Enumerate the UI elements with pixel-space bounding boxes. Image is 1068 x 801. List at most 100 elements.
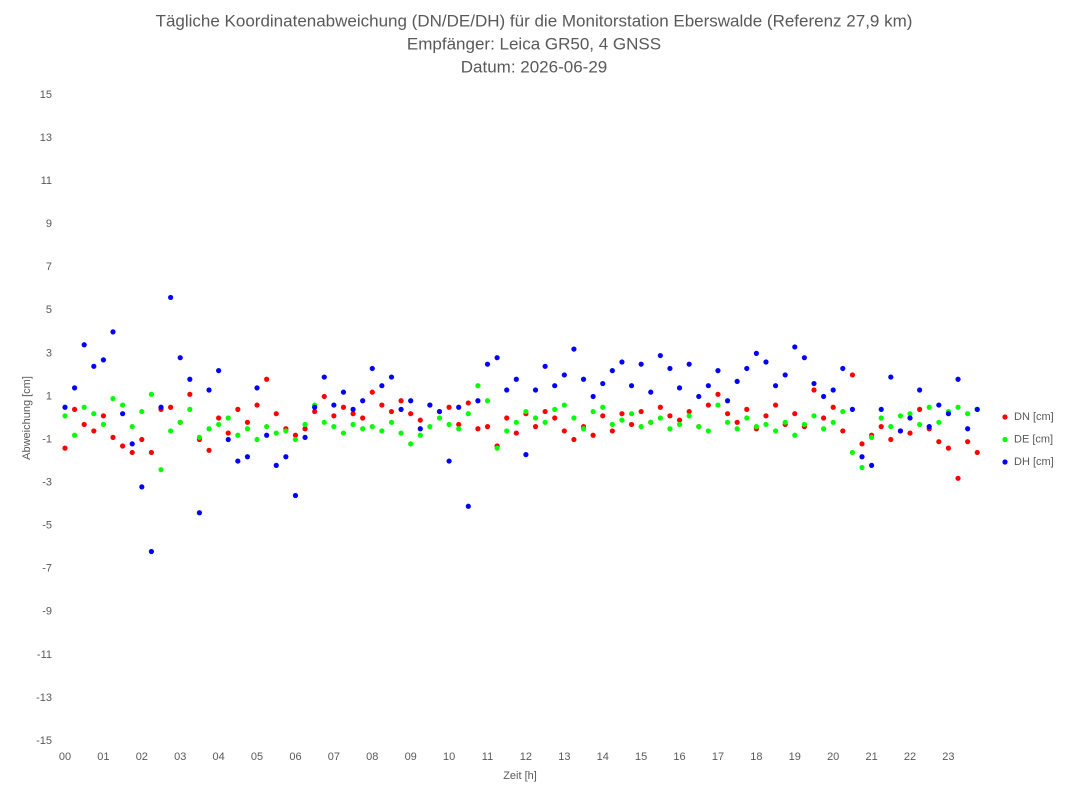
- point: [254, 402, 260, 408]
- point: [820, 426, 827, 432]
- point: [648, 419, 654, 425]
- point: [667, 426, 673, 432]
- point: [292, 432, 299, 438]
- point: [878, 415, 884, 421]
- point: [907, 411, 913, 417]
- x-tick-label: 17: [712, 751, 724, 763]
- x-tick-label: 06: [289, 751, 301, 763]
- point: [571, 346, 577, 352]
- point: [216, 368, 222, 374]
- point: [724, 411, 731, 417]
- point: [148, 449, 155, 456]
- point: [398, 406, 404, 412]
- legend-label: DN [cm]: [1014, 411, 1054, 423]
- point: [340, 389, 347, 395]
- legend-label: DE [cm]: [1014, 433, 1053, 445]
- point: [542, 363, 548, 369]
- point: [628, 421, 635, 428]
- point: [552, 406, 558, 412]
- x-tick-label: 05: [251, 751, 263, 763]
- point: [542, 408, 548, 415]
- point: [100, 357, 107, 363]
- point: [484, 398, 491, 404]
- point: [235, 432, 241, 438]
- point: [206, 426, 212, 432]
- point: [139, 484, 145, 490]
- point: [696, 393, 702, 400]
- point: [744, 415, 750, 421]
- point: [436, 408, 443, 415]
- x-tick-label: 03: [174, 751, 186, 763]
- point: [965, 411, 971, 417]
- point: [715, 391, 721, 397]
- point: [974, 449, 980, 456]
- point: [552, 383, 558, 389]
- point: [110, 434, 116, 440]
- point: [100, 421, 107, 428]
- point: [609, 368, 615, 374]
- point: [321, 393, 327, 400]
- point: [734, 378, 740, 384]
- point: [369, 389, 375, 395]
- point: [926, 404, 932, 410]
- point: [408, 398, 414, 404]
- x-tick-label: 07: [328, 751, 340, 763]
- point: [609, 421, 615, 428]
- point: [648, 389, 654, 395]
- point: [427, 402, 433, 408]
- point: [715, 368, 721, 374]
- point: [283, 428, 289, 434]
- point: [869, 434, 875, 440]
- point: [859, 454, 865, 460]
- point: [792, 411, 798, 417]
- x-tick-label: 18: [750, 751, 762, 763]
- point: [590, 408, 596, 415]
- point: [158, 404, 164, 410]
- y-tick-label: 9: [46, 218, 52, 230]
- x-tick-label: 23: [942, 751, 954, 763]
- point: [196, 434, 203, 440]
- point: [475, 426, 481, 432]
- point: [196, 510, 203, 516]
- point: [321, 374, 327, 380]
- point: [763, 359, 769, 365]
- point: [715, 402, 721, 408]
- point: [273, 430, 279, 436]
- point: [81, 421, 87, 428]
- point: [206, 447, 212, 453]
- point: [312, 408, 318, 415]
- point: [168, 404, 174, 410]
- point: [840, 365, 846, 372]
- point: [72, 432, 78, 438]
- point: [734, 419, 740, 425]
- point: [475, 398, 481, 404]
- y-tick-label: 7: [46, 261, 52, 273]
- point: [388, 419, 395, 425]
- point: [657, 415, 663, 421]
- point: [917, 387, 923, 393]
- point: [225, 436, 231, 443]
- point: [974, 406, 980, 412]
- point: [542, 419, 548, 425]
- point: [446, 458, 452, 464]
- point: [724, 398, 731, 404]
- point: [436, 415, 443, 421]
- point: [484, 424, 491, 430]
- point: [513, 376, 519, 382]
- point: [792, 344, 798, 350]
- point: [360, 426, 366, 432]
- point: [849, 449, 856, 456]
- x-tick-label: 16: [673, 751, 685, 763]
- point: [139, 436, 145, 443]
- y-tick-label: -11: [37, 649, 52, 661]
- point: [244, 426, 251, 432]
- x-tick-label: 22: [904, 751, 916, 763]
- point: [532, 415, 539, 421]
- point: [110, 329, 116, 335]
- point: [235, 406, 241, 412]
- point: [801, 355, 807, 361]
- y-tick-label: -13: [36, 692, 52, 704]
- point: [379, 428, 385, 434]
- legend-label: DH [cm]: [1014, 456, 1054, 468]
- x-tick-label: 19: [789, 751, 801, 763]
